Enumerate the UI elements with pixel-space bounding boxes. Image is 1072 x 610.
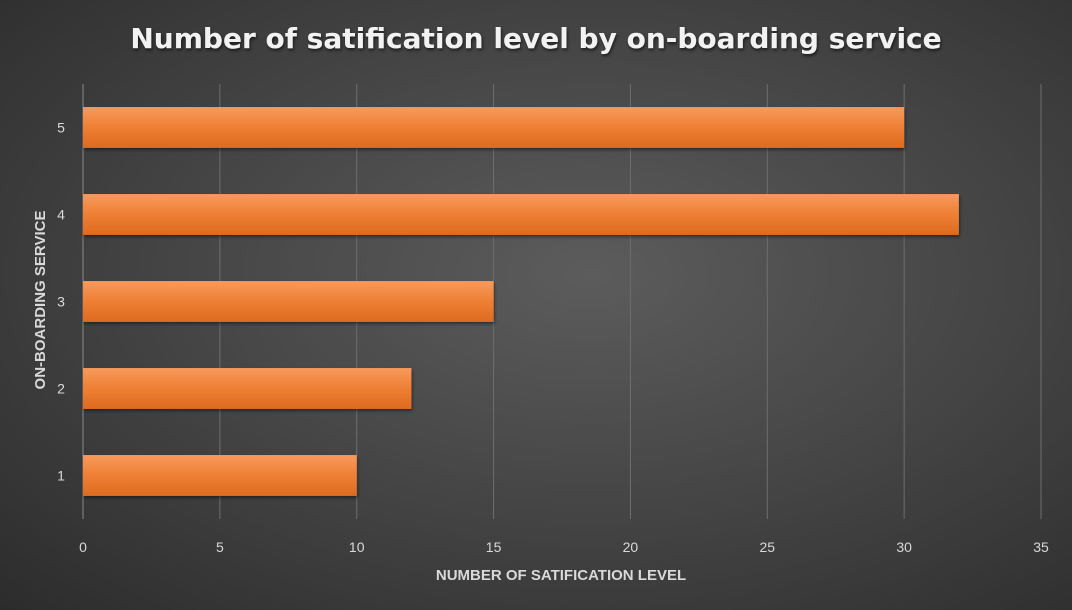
x-tick-label: 35 [1033, 539, 1049, 555]
bar-4 [83, 194, 959, 235]
chart-title: Number of satification level by on-board… [130, 22, 941, 55]
x-tick-label: 15 [486, 539, 502, 555]
bar-1 [83, 455, 357, 496]
x-tick-label: 30 [896, 539, 912, 555]
y-axis-title: ON-BOARDING SERVICE [32, 211, 49, 390]
x-axis-title: NUMBER OF SATIFICATION LEVEL [436, 567, 686, 584]
x-tick-label: 20 [623, 539, 639, 555]
bar-2 [83, 368, 412, 409]
bar-5 [83, 107, 905, 148]
y-tick-label: 2 [57, 381, 65, 397]
y-tick-label: 4 [57, 207, 65, 223]
bars [83, 107, 959, 496]
x-tick-label: 0 [79, 539, 87, 555]
bar-3 [83, 281, 494, 322]
y-tick-label: 3 [57, 294, 65, 310]
y-tick-label: 1 [57, 468, 65, 484]
y-tick-label: 5 [57, 120, 65, 136]
x-tick-label: 5 [216, 539, 224, 555]
x-tick-label: 10 [349, 539, 365, 555]
y-tick-labels: 1 2 3 4 5 [57, 120, 65, 484]
x-tick-label: 25 [759, 539, 775, 555]
x-tick-labels: 0 5 10 15 20 25 30 35 [79, 539, 1049, 555]
